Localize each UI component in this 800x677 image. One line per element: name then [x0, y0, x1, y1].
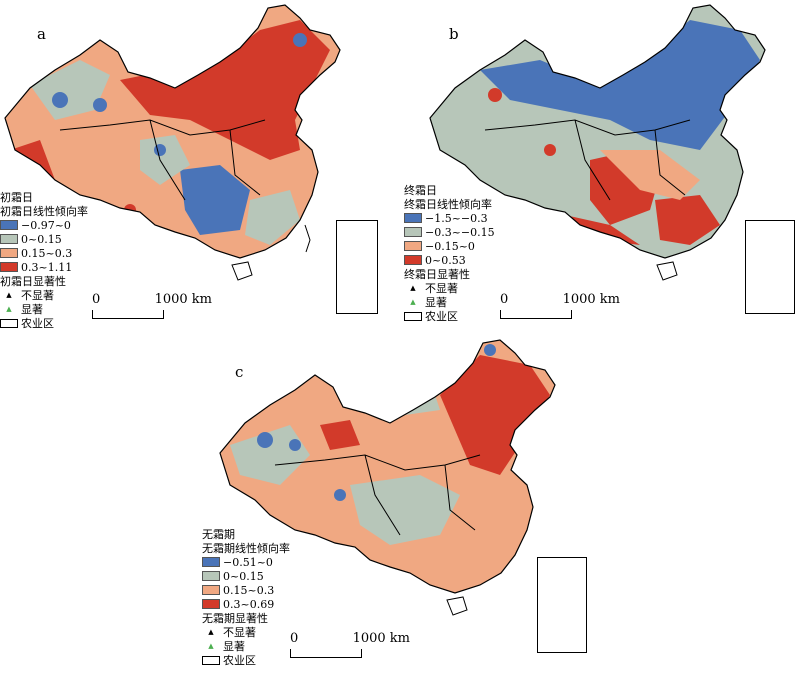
map-b [429, 4, 766, 281]
legend-sig-title: 无霜期显著性 [202, 611, 268, 625]
panel-letter-a: a [37, 25, 46, 43]
legend-zone: 农业区 [0, 316, 88, 330]
triangle-icon: ▲ [6, 290, 12, 299]
legend-class-2: −0.3~−0.15 [404, 225, 495, 239]
legend-class-1: −0.97~0 [0, 218, 88, 232]
legend-not-sig: ▲ 不显著 [404, 281, 495, 295]
legend-sig-label: 显著 [425, 295, 447, 309]
scale-end: 1000 km [154, 292, 212, 307]
legend-not-sig-label: 不显著 [223, 625, 256, 639]
legend-class-1: −1.5~−0.3 [404, 211, 495, 225]
legend-a: 初霜日 初霜日线性倾向率 −0.97~0 0~0.15 0.15~0.3 0.3… [0, 190, 88, 330]
legend-class-label: 0~0.15 [21, 232, 62, 246]
legend-swatch [202, 557, 220, 567]
panel-letter-b: b [449, 25, 459, 43]
legend-zone-label: 农业区 [223, 653, 256, 667]
south-china-sea-inset-a [336, 220, 378, 314]
legend-sig-label: 显著 [21, 302, 43, 316]
legend-c: 无霜期 无霜期线性倾向率 −0.51~0 0~0.15 0.15~0.3 0.3… [202, 527, 290, 667]
legend-zone-label: 农业区 [21, 316, 54, 330]
legend-not-sig: ▲ 不显著 [0, 288, 88, 302]
legend-class-label: −0.15~0 [425, 239, 475, 253]
legend-class-label: 0~0.53 [425, 253, 466, 267]
map-panel-a: a 初霜日 初霜日线性倾向率 −0.97~0 0~0.15 0.15~0.3 0… [0, 0, 380, 345]
legend-sig-title: 终霜日显著性 [404, 267, 470, 281]
scale-start: 0 [500, 292, 509, 307]
map-c [219, 339, 556, 616]
legend-subtitle: 初霜日线性倾向率 [0, 204, 88, 218]
legend-class-label: 0.3~0.69 [223, 597, 275, 611]
legend-class-label: −0.3~−0.15 [425, 225, 495, 239]
triangle-green-icon: ▲ [208, 641, 214, 650]
legend-class-label: 0.15~0.3 [21, 246, 73, 260]
south-china-sea-inset-c [537, 557, 587, 653]
legend-sig: ▲ 显著 [0, 302, 88, 316]
legend-swatch [0, 220, 18, 230]
legend-not-sig-label: 不显著 [21, 288, 54, 302]
legend-title: 无霜期 [202, 527, 235, 541]
legend-class-label: −0.51~0 [223, 555, 273, 569]
scale-bar-b: 0 1000 km [500, 292, 620, 319]
legend-swatch [202, 599, 220, 609]
legend-class-3: 0.15~0.3 [0, 246, 88, 260]
scale-bar-line [290, 649, 362, 658]
legend-class-label: 0~0.15 [223, 569, 264, 583]
legend-class-3: −0.15~0 [404, 239, 495, 253]
legend-sig-label: 显著 [223, 639, 245, 653]
legend-class-label: −1.5~−0.3 [425, 211, 488, 225]
legend-swatch [404, 255, 422, 265]
map-a [4, 4, 341, 281]
legend-zone: 农业区 [404, 309, 495, 323]
legend-class-2: 0~0.15 [202, 569, 290, 583]
map-panel-c: c 无霜期 无霜期线性倾向率 −0.51~0 0~0.15 0.15~0.3 0… [190, 335, 600, 677]
legend-zone: 农业区 [202, 653, 290, 667]
scale-end: 1000 km [562, 292, 620, 307]
scale-start: 0 [290, 631, 299, 646]
legend-not-sig-label: 不显著 [425, 281, 458, 295]
triangle-icon: ▲ [208, 627, 214, 636]
legend-subtitle: 终霜日线性倾向率 [404, 197, 492, 211]
legend-swatch [0, 234, 18, 244]
triangle-green-icon: ▲ [410, 297, 416, 306]
legend-class-3: 0.15~0.3 [202, 583, 290, 597]
scale-bar-line [92, 310, 164, 319]
legend-swatch [404, 241, 422, 251]
south-china-sea-inset-b [745, 220, 795, 314]
rectangle-icon [202, 655, 220, 665]
legend-swatch [0, 248, 18, 258]
legend-zone-label: 农业区 [425, 309, 458, 323]
legend-b: 终霜日 终霜日线性倾向率 −1.5~−0.3 −0.3~−0.15 −0.15~… [404, 183, 495, 323]
legend-class-label: 0.15~0.3 [223, 583, 275, 597]
rectangle-icon [404, 311, 422, 321]
legend-sig-title: 初霜日显著性 [0, 274, 66, 288]
legend-swatch [404, 227, 422, 237]
map-panel-b: b 终霜日 终霜日线性倾向率 −1.5~−0.3 −0.3~−0.15 −0.1… [400, 0, 800, 345]
panel-letter-c: c [235, 363, 244, 381]
rectangle-icon [0, 318, 18, 328]
legend-swatch [404, 213, 422, 223]
scale-start: 0 [92, 292, 101, 307]
legend-class-4: 0~0.53 [404, 253, 495, 267]
legend-swatch [202, 571, 220, 581]
legend-title: 终霜日 [404, 183, 437, 197]
legend-title: 初霜日 [0, 190, 33, 204]
triangle-green-icon: ▲ [6, 304, 12, 313]
legend-swatch [0, 262, 18, 272]
triangle-icon: ▲ [410, 283, 416, 292]
legend-swatch [202, 585, 220, 595]
scale-end: 1000 km [352, 631, 410, 646]
legend-sig: ▲ 显著 [202, 639, 290, 653]
scale-bar-a: 0 1000 km [92, 292, 212, 319]
legend-class-4: 0.3~1.11 [0, 260, 88, 274]
legend-class-label: −0.97~0 [21, 218, 71, 232]
legend-class-2: 0~0.15 [0, 232, 88, 246]
legend-class-1: −0.51~0 [202, 555, 290, 569]
legend-subtitle: 无霜期线性倾向率 [202, 541, 290, 555]
legend-sig: ▲ 显著 [404, 295, 495, 309]
legend-class-4: 0.3~0.69 [202, 597, 290, 611]
scale-bar-line [500, 310, 572, 319]
legend-not-sig: ▲ 不显著 [202, 625, 290, 639]
legend-class-label: 0.3~1.11 [21, 260, 73, 274]
scale-bar-c: 0 1000 km [290, 631, 410, 658]
